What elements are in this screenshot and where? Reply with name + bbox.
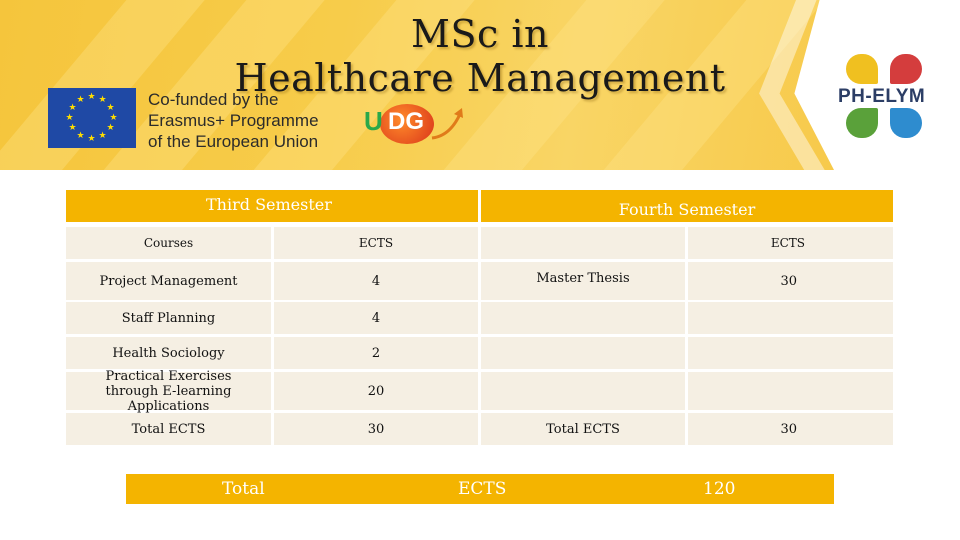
fourth-total-value: 30	[688, 413, 893, 445]
empty-cell	[688, 302, 893, 334]
logo-quadrant-red	[890, 54, 922, 84]
courses-column-header: Courses	[66, 227, 271, 259]
header-banner: ★ ★ ★ ★ ★ ★ ★ ★ ★ ★ ★ ★ Co-funded by the…	[0, 0, 960, 170]
phelym-logo: PH-ELYM	[836, 52, 936, 140]
fourth-course-cell: Master Thesis	[481, 262, 685, 300]
logo-quadrant-yellow	[846, 54, 878, 84]
udg-logo: U DG	[364, 104, 468, 150]
empty-cell	[481, 337, 685, 369]
empty-cell	[688, 337, 893, 369]
third-ects-column-header: ECTS	[274, 227, 478, 259]
ects-cell: 20	[274, 372, 478, 410]
ects-cell: 4	[274, 262, 478, 300]
fourth-ects-column-header: ECTS	[688, 227, 893, 259]
fourth-ects-cell: 30	[688, 262, 893, 300]
grand-total-value: 120	[703, 479, 736, 499]
udg-arrow-icon	[431, 108, 463, 140]
eu-flag-icon: ★ ★ ★ ★ ★ ★ ★ ★ ★ ★ ★ ★	[48, 88, 136, 148]
empty-cell	[688, 372, 893, 410]
course-cell: Health Sociology	[66, 337, 271, 369]
grand-total-label: Total	[222, 479, 265, 499]
udg-logo-u: U	[364, 106, 383, 136]
eu-text-line3: of the European Union	[148, 132, 319, 151]
course-cell: Project Management	[66, 262, 271, 300]
udg-circle	[380, 104, 434, 144]
fourth-course-column-header	[481, 227, 685, 259]
course-cell: Staff Planning	[66, 302, 271, 334]
empty-cell	[481, 302, 685, 334]
eu-text-line2: Erasmus+ Programme	[148, 111, 319, 130]
third-semester-header: Third Semester	[66, 190, 478, 222]
logo-quadrant-green	[846, 108, 878, 138]
eu-text-line1: Co-funded by the	[148, 90, 279, 109]
ects-cell: 4	[274, 302, 478, 334]
third-total-label: Total ECTS	[66, 413, 271, 445]
course-cell: Practical Exercises through E-learning A…	[66, 369, 271, 414]
third-total-value: 30	[274, 413, 478, 445]
ects-cell: 2	[274, 337, 478, 369]
page-title-line2: Healthcare Management	[234, 56, 726, 100]
grand-total-bar	[126, 474, 834, 504]
logo-quadrant-blue	[890, 108, 922, 138]
banner-swoosh	[794, 0, 960, 170]
logo-text: PH-ELYM	[838, 86, 926, 107]
fourth-semester-header: Fourth Semester	[481, 190, 893, 222]
udg-logo-dg: DG	[388, 108, 424, 135]
grand-total-unit: ECTS	[458, 479, 507, 499]
fourth-total-label: Total ECTS	[481, 413, 685, 445]
empty-cell	[481, 372, 685, 410]
page-title-line1: MSc in	[411, 12, 549, 56]
